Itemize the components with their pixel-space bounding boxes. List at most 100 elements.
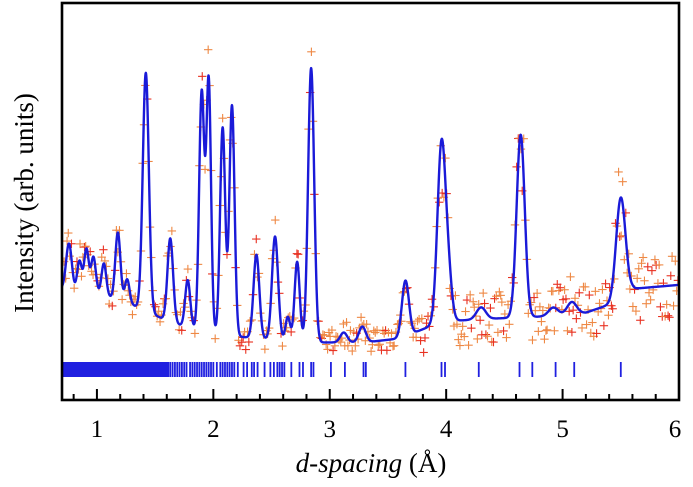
observed-point <box>128 310 137 319</box>
observed-point <box>643 262 652 272</box>
observed-point <box>531 306 540 315</box>
x-tick-label: 5 <box>556 416 569 443</box>
observed-point <box>372 325 382 335</box>
observed-point <box>467 323 476 333</box>
x-tick-label: 6 <box>669 416 682 443</box>
observed-point <box>567 327 577 337</box>
observed-point <box>198 72 207 81</box>
observed-point <box>75 239 85 249</box>
observed-point <box>479 288 488 298</box>
observed-point <box>592 329 601 338</box>
observed-point <box>480 299 489 308</box>
observed-point <box>650 255 660 264</box>
observed-point <box>560 285 569 294</box>
observed-point <box>64 228 73 238</box>
observed-point <box>387 329 396 338</box>
observed-point <box>656 302 665 312</box>
observed-point <box>115 226 124 235</box>
observed-point <box>454 335 463 344</box>
observed-point <box>413 316 422 326</box>
observed-point <box>666 271 675 280</box>
observed-point <box>582 320 591 329</box>
observed-point <box>69 284 79 293</box>
observed-point <box>638 253 648 262</box>
observed-point <box>608 304 617 313</box>
x-axis-title-unit: (Å) <box>402 448 446 478</box>
observed-point <box>427 295 437 304</box>
observed-point <box>601 279 610 288</box>
observed-point <box>416 336 425 345</box>
observed-point <box>286 327 296 337</box>
observed-point <box>654 260 664 270</box>
observed-point <box>200 165 210 174</box>
observed-point <box>628 302 638 311</box>
observed-point <box>278 341 287 351</box>
observed-point <box>497 297 507 307</box>
observed-point <box>669 301 678 311</box>
observed-point <box>458 322 467 331</box>
observed-point <box>177 326 186 335</box>
observed-point <box>575 288 584 298</box>
observed-point <box>271 215 280 225</box>
observed-point <box>465 290 475 300</box>
observed-point <box>564 307 574 316</box>
x-axis-ticks <box>72 389 680 400</box>
observed-point <box>618 177 627 186</box>
x-tick-label: 1 <box>91 416 104 443</box>
observed-point <box>604 311 613 320</box>
observed-point <box>599 321 609 330</box>
plot-frame <box>60 1 681 402</box>
observed-point <box>460 332 469 341</box>
observed-point <box>190 329 200 338</box>
x-tick-label: 4 <box>440 416 453 443</box>
observed-point <box>481 330 491 339</box>
observed-point <box>203 45 213 54</box>
observed-point <box>493 328 503 337</box>
observed-point <box>307 47 316 57</box>
observed-point <box>473 334 482 344</box>
observed-point <box>540 334 549 344</box>
observed-point <box>588 318 597 327</box>
observed-point <box>77 272 86 281</box>
observed-point <box>534 327 543 336</box>
observed-point <box>541 326 551 335</box>
observed-point <box>62 236 72 246</box>
observed-point <box>348 346 357 356</box>
observed-point <box>577 323 587 333</box>
observed-point <box>572 314 581 323</box>
observed-point <box>474 300 483 309</box>
observed-point <box>568 305 578 315</box>
observed-point <box>663 311 673 320</box>
observed-point <box>252 234 261 244</box>
observed-point <box>371 328 380 337</box>
observed-point <box>496 291 505 300</box>
observed-point <box>591 287 600 296</box>
observed-point <box>631 306 641 316</box>
reflection-tick-dense-block <box>62 362 170 377</box>
observed-point <box>616 231 626 240</box>
observed-point <box>244 337 254 347</box>
observed-point <box>634 264 643 273</box>
observed-point <box>441 153 450 163</box>
observed-point <box>362 319 371 329</box>
observed-point <box>640 276 649 285</box>
observed-point <box>155 317 165 327</box>
observed-point <box>505 320 514 329</box>
x-axis-title-italic: d-spacing <box>296 448 402 478</box>
observed-point <box>343 341 353 350</box>
observed-point <box>646 295 655 305</box>
observed-point <box>542 325 552 334</box>
observed-point <box>462 295 472 305</box>
observed-point <box>461 307 470 316</box>
observed-point <box>389 341 399 350</box>
x-axis-title: d-spacing (Å) <box>296 448 447 478</box>
observed-point <box>237 338 246 347</box>
observed-point <box>489 337 498 347</box>
observed-point <box>470 302 479 312</box>
observed-point <box>366 347 376 356</box>
observed-point <box>667 252 677 261</box>
observed-point <box>624 249 633 259</box>
observed-point <box>420 333 430 343</box>
observed-point <box>183 264 193 274</box>
